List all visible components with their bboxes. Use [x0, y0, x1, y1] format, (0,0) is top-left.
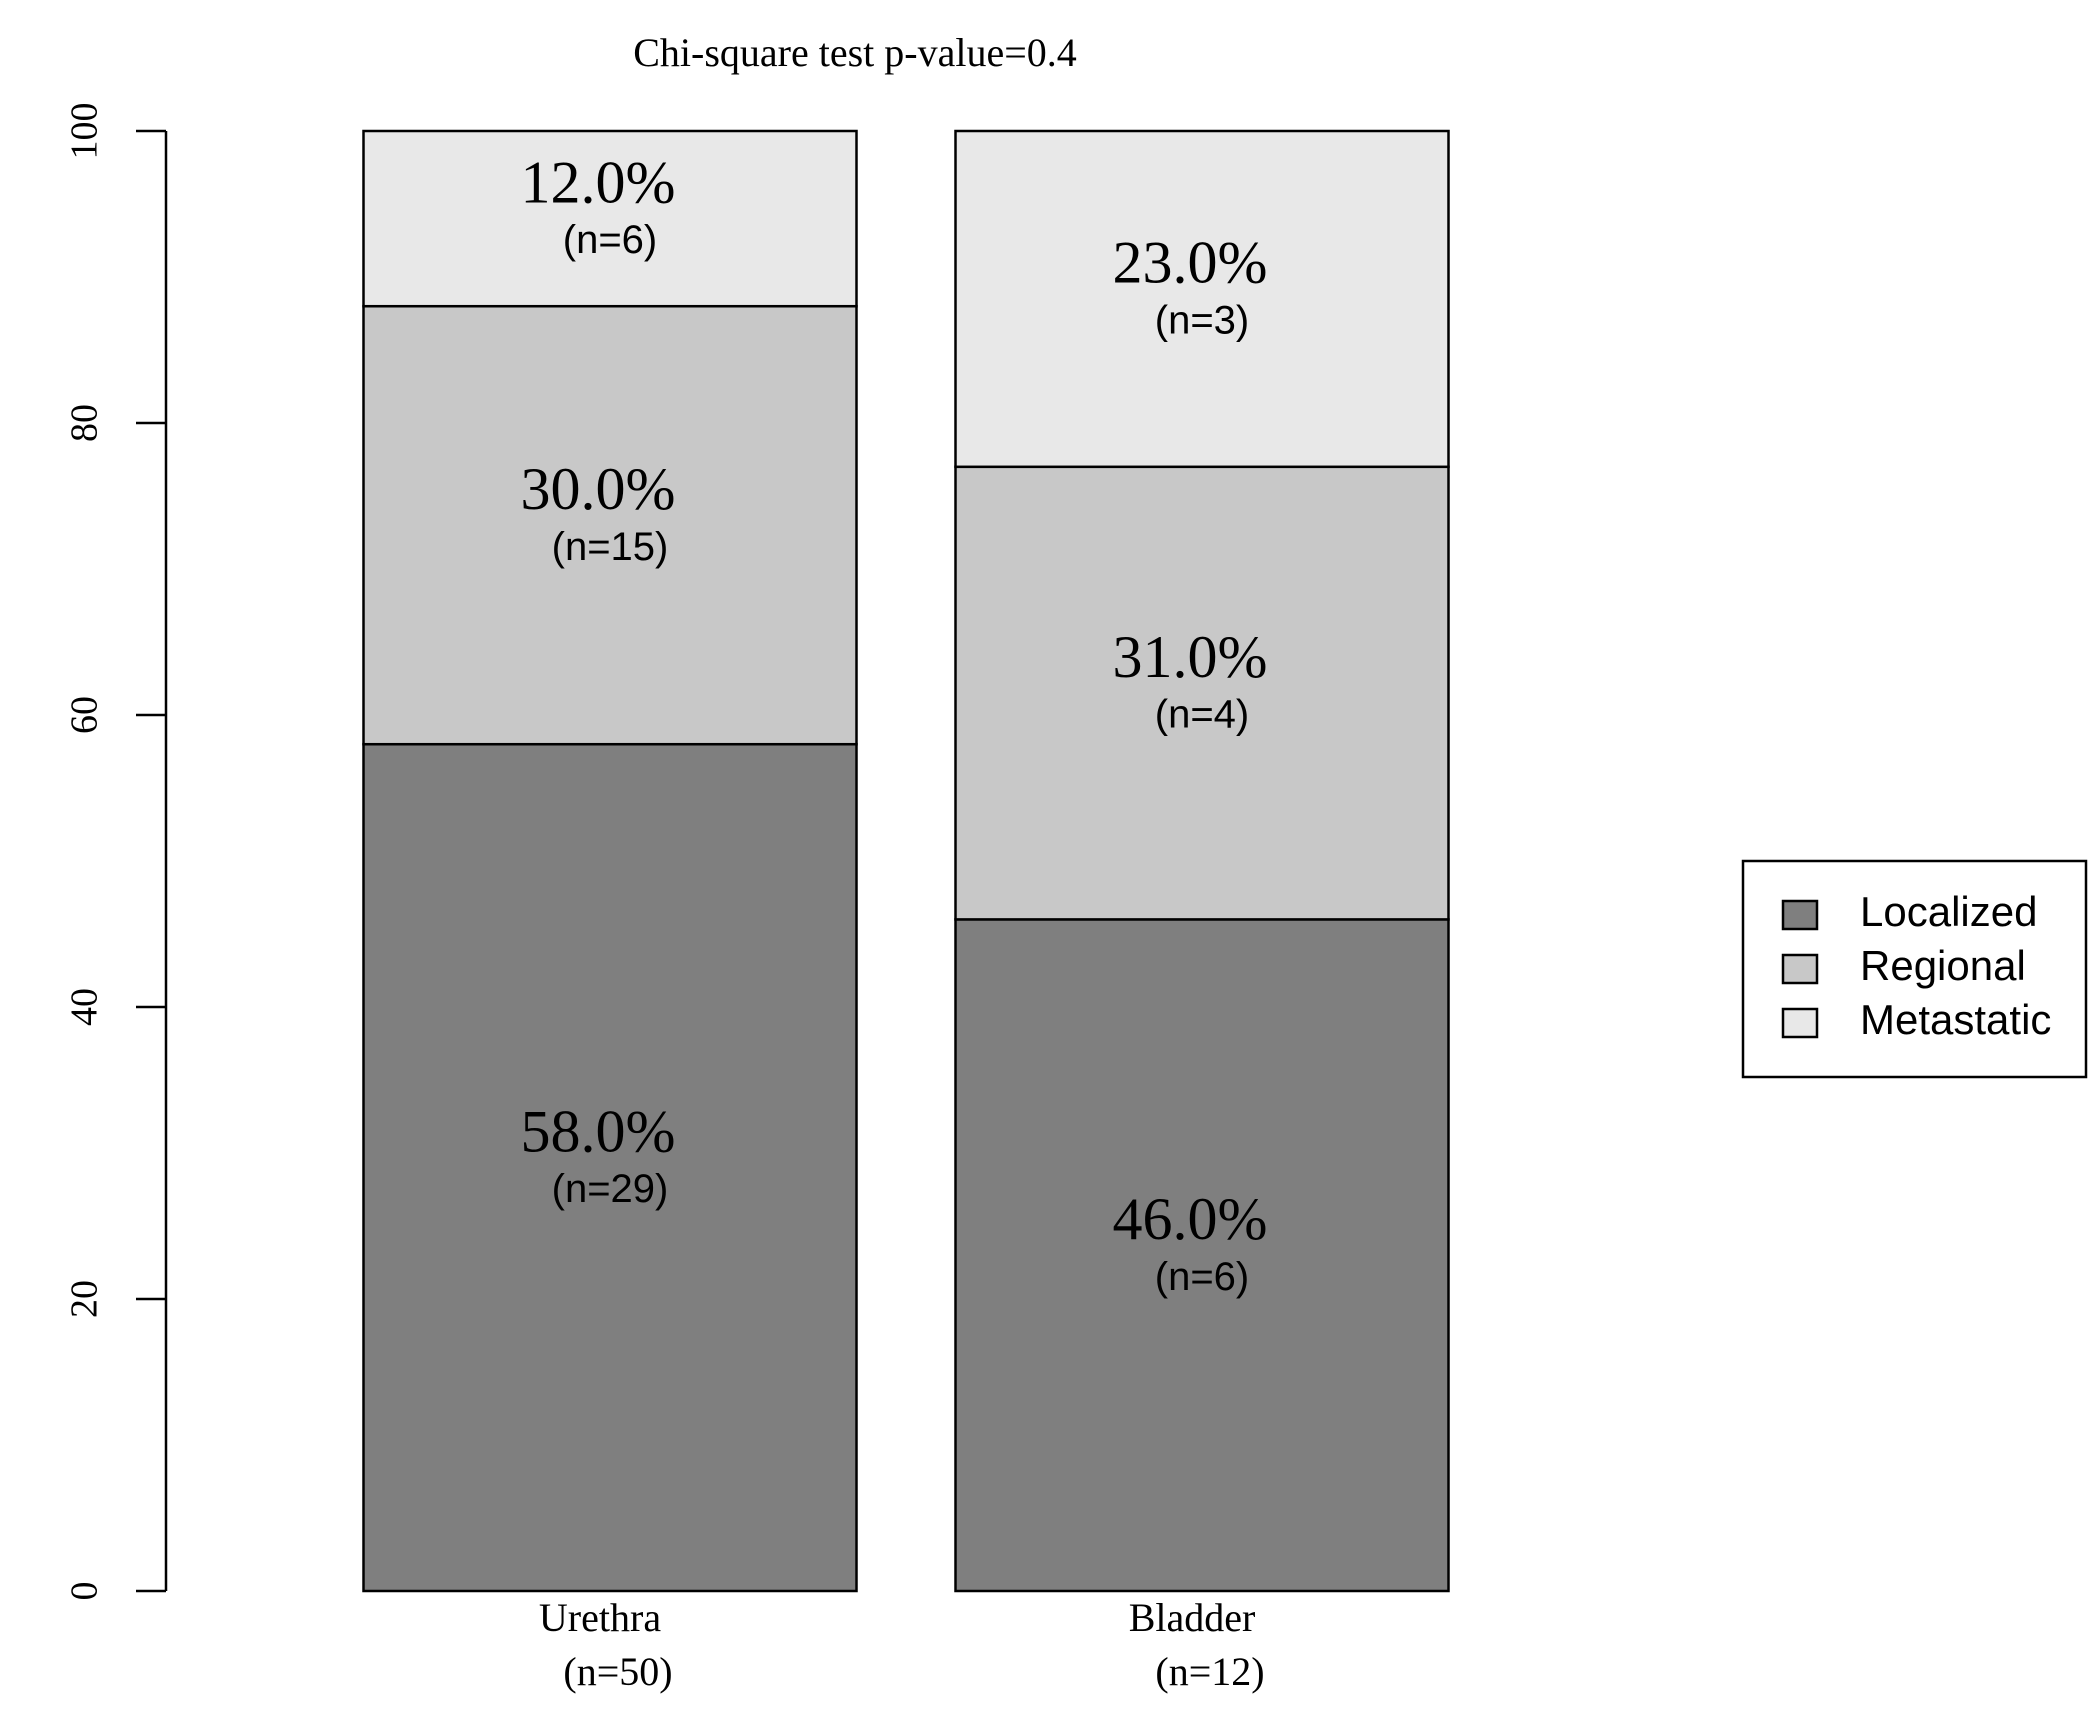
value-label: 30.0% [521, 456, 676, 522]
bar-segment [954, 465, 1450, 921]
value-label: 23.0% [1113, 230, 1268, 296]
y-tick-label: 60 [64, 696, 106, 734]
bar-segment [954, 918, 1450, 1593]
bar-segment [954, 129, 1450, 469]
legend-swatch [1781, 953, 1819, 985]
value-label: 58.0% [521, 1098, 676, 1164]
chart-title: Chi-square test p-value=0.4 [633, 30, 1077, 75]
x-tick-count: (n=50) [563, 1649, 672, 1694]
legend-swatch [1781, 899, 1819, 931]
count-label: (n=15) [552, 525, 669, 569]
y-tick-label: 80 [64, 404, 106, 442]
legend-swatch [1781, 1007, 1819, 1039]
value-label: 12.0% [521, 149, 676, 215]
value-label: 31.0% [1113, 624, 1268, 690]
bar-segment [362, 742, 858, 1593]
legend-label: Localized [1860, 888, 2037, 935]
x-tick-label: Bladder [1129, 1595, 1256, 1640]
count-label: (n=29) [552, 1167, 669, 1211]
y-tick-label: 0 [64, 1582, 106, 1601]
count-label: (n=6) [563, 218, 658, 262]
y-tick-label: 40 [64, 988, 106, 1026]
y-tick-label: 20 [64, 1280, 106, 1318]
y-tick-label: 100 [64, 103, 106, 160]
x-tick-label: Urethra [539, 1595, 661, 1640]
x-tick-count: (n=12) [1155, 1649, 1264, 1694]
legend-label: Metastatic [1860, 996, 2051, 1043]
bar-segment [362, 129, 858, 308]
value-label: 46.0% [1113, 1186, 1268, 1252]
count-label: (n=6) [1155, 1255, 1250, 1299]
count-label: (n=3) [1155, 298, 1250, 342]
count-label: (n=4) [1155, 693, 1250, 737]
legend-label: Regional [1860, 942, 2026, 989]
bar-segment [362, 304, 858, 746]
